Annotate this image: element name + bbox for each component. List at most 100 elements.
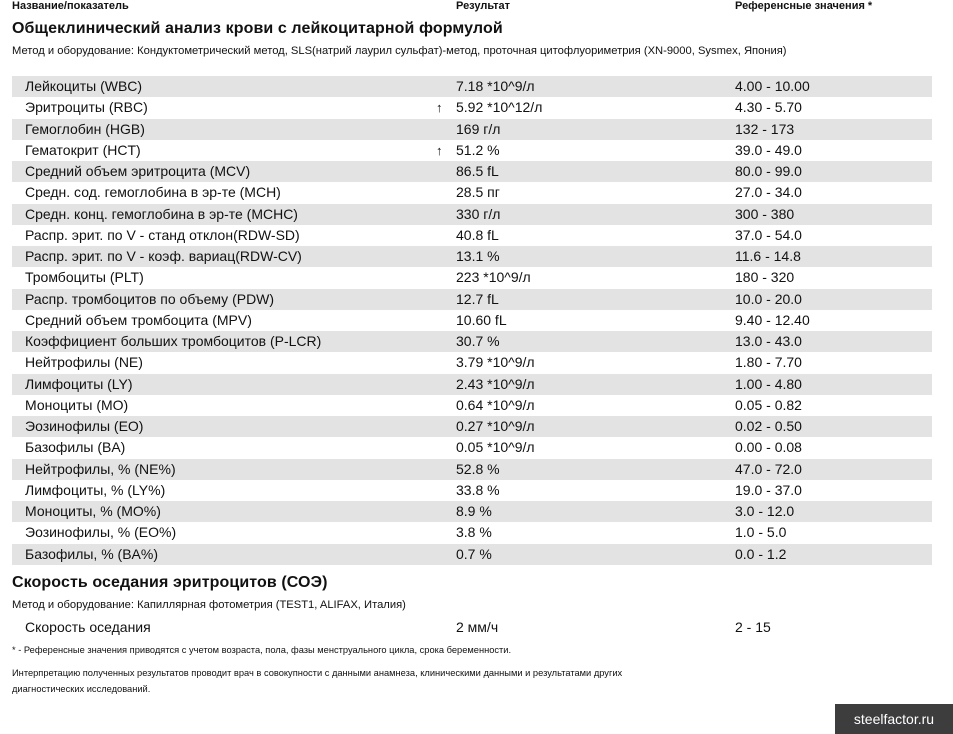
row-result: 0.64 *10^9/л	[456, 396, 535, 413]
table-row: Коэффициент больших тромбоцитов (P-LCR) 3…	[12, 331, 932, 353]
row-reference: 0.05 - 0.82	[735, 396, 802, 413]
table-row: Базофилы, % (BA%) 0.7 % 0.0 - 1.2	[12, 543, 932, 565]
row-name: Лейкоциты (WBC)	[25, 78, 143, 94]
row-name: Эозинофилы (EO)	[25, 418, 144, 434]
row-name: Нейтрофилы, % (NE%)	[25, 460, 176, 477]
row-reference: 0.00 - 0.08	[735, 439, 802, 456]
row-reference: 80.0 - 99.0	[735, 163, 802, 179]
row-name: Средний объем эритроцита (MCV)	[25, 163, 251, 179]
row-name: Базофилы (BA)	[25, 439, 126, 456]
row-name: Моноциты (MO)	[25, 396, 129, 413]
row-result: 10.60 fL	[456, 311, 507, 328]
row-result: 28.5 пг	[456, 184, 500, 201]
row-name: Средн. сод. гемоглобина в эр-те (MCH)	[25, 184, 281, 201]
row-reference: 132 - 173	[735, 120, 795, 137]
row-name: Распр. эрит. по V - коэф. вариац(RDW-CV)	[25, 248, 302, 264]
esr-section-title: Скорость оседания эритроцитов (СОЭ)	[12, 574, 328, 591]
esr-row-reference: 2 - 15	[735, 619, 771, 635]
table-row: Средний объем эритроцита (MCV) 86.5 fL 80.…	[12, 161, 932, 183]
row-result: 223 *10^9/л	[456, 269, 531, 286]
row-name: Тромбоциты (PLT)	[25, 269, 144, 286]
row-name: Гематокрит (HCT)	[25, 141, 141, 158]
row-reference: 47.0 - 72.0	[735, 460, 802, 477]
table-row: Лейкоциты (WBC) 7.18 *10^9/л 4.00 - 10.00	[12, 76, 932, 98]
row-result: 3.8 %	[456, 524, 492, 541]
table-row: Нейтрофилы, % (NE%) 52.8 % 47.0 - 72.0	[12, 458, 932, 480]
table-row: Базофилы (BA) 0.05 *10^9/л 0.00 - 0.08	[12, 437, 932, 458]
table-row: Распр. тромбоцитов по объему (PDW) 12.7 f…	[12, 288, 932, 310]
row-result: 2.43 *10^9/л	[456, 375, 535, 392]
table-row: Эозинофилы, % (EO%) 3.8 % 1.0 - 5.0	[12, 522, 932, 543]
row-name: Гемоглобин (HGB)	[25, 120, 145, 137]
row-reference: 4.00 - 10.00	[735, 78, 810, 94]
row-reference: 37.0 - 54.0	[735, 226, 802, 243]
table-row: Тромбоциты (PLT) 223 *10^9/л 180 - 320	[12, 267, 932, 288]
row-reference: 1.80 - 7.70	[735, 354, 802, 371]
row-reference: 0.0 - 1.2	[735, 545, 787, 562]
row-result: 33.8 %	[456, 481, 500, 498]
row-reference: 3.0 - 12.0	[735, 503, 795, 519]
table-row: Средн. конц. гемоглобина в эр-те (MCHC) 3…	[12, 203, 932, 225]
row-name: Лимфоциты, % (LY%)	[25, 481, 166, 498]
row-reference: 13.0 - 43.0	[735, 333, 802, 349]
row-name: Моноциты, % (MO%)	[25, 503, 161, 519]
column-header-name: Название/показатель	[12, 0, 129, 12]
row-reference: 39.0 - 49.0	[735, 141, 802, 158]
esr-result-row: Скорость оседания 2 мм/ч 2 - 15	[12, 617, 932, 638]
row-result: 52.8 %	[456, 460, 500, 477]
row-reference: 4.30 - 5.70	[735, 99, 802, 116]
row-result: 0.27 *10^9/л	[456, 418, 535, 434]
table-row: Моноциты (MO) 0.64 *10^9/л 0.05 - 0.82	[12, 395, 932, 416]
row-name: Коэффициент больших тромбоцитов (P-LCR)	[25, 333, 322, 349]
table-row: Распр. эрит. по V - коэф. вариац(RDW-CV)…	[12, 246, 932, 268]
row-name: Распр. эрит. по V - станд отклон(RDW-SD)	[25, 226, 300, 243]
row-reference: 180 - 320	[735, 269, 795, 286]
row-reference: 11.6 - 14.8	[735, 248, 801, 264]
table-row: Средн. сод. гемоглобина в эр-те (MCH) 28.…	[12, 182, 932, 203]
row-reference: 10.0 - 20.0	[735, 290, 802, 307]
column-header-reference: Референсные значения *	[735, 0, 873, 12]
table-row: Лимфоциты, % (LY%) 33.8 % 19.0 - 37.0	[12, 480, 932, 501]
row-result: 40.8 fL	[456, 226, 499, 243]
row-reference: 300 - 380	[735, 205, 795, 222]
cbc-section-title: Общеклинический анализ крови с лейкоцита…	[12, 20, 503, 37]
table-row: Гематокрит (HCT) ↑ 51.2 % 39.0 - 49.0	[12, 140, 932, 161]
esr-row-result: 2 мм/ч	[456, 619, 499, 635]
row-name: Лимфоциты (LY)	[25, 375, 133, 392]
table-row: Моноциты, % (MO%) 8.9 % 3.0 - 12.0	[12, 501, 932, 523]
row-result: 5.92 *10^12/л	[456, 99, 543, 116]
row-result: 0.7 %	[456, 545, 492, 562]
row-result: 51.2 %	[456, 141, 500, 158]
row-result: 3.79 *10^9/л	[456, 354, 535, 371]
interpretation-note: Интерпретацию полученных результатов про…	[12, 668, 623, 694]
row-result: 30.7 %	[456, 333, 500, 349]
row-name: Эритроциты (RBC)	[25, 99, 148, 116]
esr-method-text: Метод и оборудование: Капиллярная фотоме…	[12, 599, 406, 611]
row-reference: 19.0 - 37.0	[735, 481, 802, 498]
table-row: Эозинофилы (EO) 0.27 *10^9/л 0.02 - 0.50	[12, 416, 932, 438]
table-row: Лимфоциты (LY) 2.43 *10^9/л 1.00 - 4.80	[12, 373, 932, 395]
row-name: Средний объем тромбоцита (MPV)	[25, 311, 252, 328]
row-name: Нейтрофилы (NE)	[25, 354, 143, 371]
table-row: Средний объем тромбоцита (MPV) 10.60 fL 9.…	[12, 310, 932, 331]
row-result: 13.1 %	[456, 248, 500, 264]
table-row: Эритроциты (RBC) ↑ 5.92 *10^12/л 4.30 - 5.7…	[12, 97, 932, 118]
esr-row-name: Скорость оседания	[25, 619, 151, 635]
row-reference: 9.40 - 12.40	[735, 311, 810, 328]
row-name: Эозинофилы, % (EO%)	[25, 524, 177, 541]
table-row: Распр. эрит. по V - станд отклон(RDW-SD)…	[12, 225, 932, 246]
row-reference: 27.0 - 34.0	[735, 184, 802, 201]
table-row: Нейтрофилы (NE) 3.79 *10^9/л 1.80 - 7.70	[12, 352, 932, 373]
reference-footnote: * - Референсные значения приводятся с уч…	[12, 645, 512, 655]
row-name: Распр. тромбоцитов по объему (PDW)	[25, 290, 275, 307]
row-result: 8.9 %	[456, 503, 492, 519]
column-header-result: Результат	[456, 0, 511, 12]
up-arrow-icon: ↑	[436, 142, 443, 158]
row-name: Базофилы, % (BA%)	[25, 545, 158, 562]
row-reference: 1.0 - 5.0	[735, 524, 787, 541]
row-name: Средн. конц. гемоглобина в эр-те (MCHC)	[25, 205, 298, 222]
watermark: steelfactor.ru	[835, 704, 953, 734]
table-row: Гемоглобин (HGB) 169 г/л 132 - 173	[12, 118, 932, 140]
row-reference: 1.00 - 4.80	[735, 375, 802, 392]
row-reference: 0.02 - 0.50	[735, 418, 802, 434]
